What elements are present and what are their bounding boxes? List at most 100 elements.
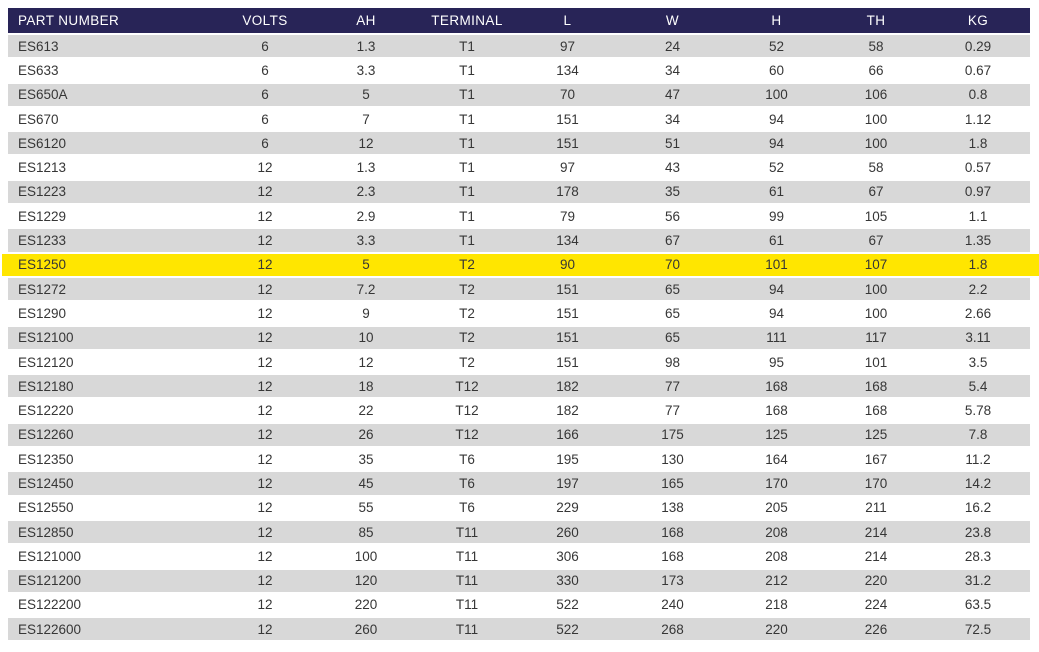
cell-h: 99 xyxy=(768,208,785,224)
cell-ah: 9 xyxy=(362,305,370,321)
cell-part-number: ES121000 xyxy=(18,548,82,564)
cell-kg: 0.67 xyxy=(964,62,992,78)
cell-w: 240 xyxy=(661,597,684,613)
cell-h: 94 xyxy=(768,305,785,321)
cell-kg: 31.2 xyxy=(964,573,992,589)
column-header-ah: AH xyxy=(356,13,376,28)
cell-terminal: T1 xyxy=(459,38,475,54)
cell-volts: 6 xyxy=(261,111,269,127)
cell-kg: 63.5 xyxy=(964,597,992,613)
table-row: ES633 6 3.3 T1 134 34 60 66 0.67 xyxy=(8,57,1030,82)
cell-kg: 11.2 xyxy=(965,451,991,467)
cell-l: 195 xyxy=(556,451,579,467)
cell-ah: 12 xyxy=(358,135,374,151)
cell-w: 168 xyxy=(661,548,684,564)
cell-part-number: ES613 xyxy=(18,38,59,54)
table-row: ES1233 12 3.3 T1 134 67 61 67 1.35 xyxy=(8,227,1030,252)
cell-terminal: T11 xyxy=(455,597,479,613)
cell-part-number: ES12260 xyxy=(18,427,74,443)
cell-ah: 12 xyxy=(358,354,374,370)
cell-terminal: T1 xyxy=(459,233,475,249)
cell-w: 35 xyxy=(664,184,681,200)
cell-volts: 12 xyxy=(257,257,273,273)
cell-h: 100 xyxy=(765,87,788,103)
cell-l: 70 xyxy=(559,87,576,103)
cell-l: 97 xyxy=(559,38,576,54)
cell-terminal: T1 xyxy=(459,184,475,200)
cell-volts: 6 xyxy=(261,135,269,151)
table-row: ES12850 12 85 T11 260 168 208 214 23.8 xyxy=(8,518,1030,544)
cell-terminal: T2 xyxy=(459,330,475,346)
cell-w: 173 xyxy=(661,573,684,589)
cell-ah: 45 xyxy=(358,475,374,491)
cell-w: 34 xyxy=(664,111,681,127)
cell-h: 212 xyxy=(765,573,788,589)
cell-part-number: ES1229 xyxy=(18,208,67,224)
cell-w: 47 xyxy=(664,87,681,103)
cell-volts: 12 xyxy=(257,403,273,419)
cell-l: 79 xyxy=(559,208,576,224)
cell-w: 67 xyxy=(664,233,681,249)
cell-l: 522 xyxy=(556,621,579,637)
cell-h: 52 xyxy=(768,160,785,176)
cell-ah: 85 xyxy=(358,524,374,540)
table-row: ES121200 12 120 T11 330 173 212 220 31.2 xyxy=(8,567,1030,592)
table-row: ES12120 12 12 T2 151 98 95 101 3.5 xyxy=(8,348,1030,374)
cell-volts: 12 xyxy=(257,378,273,394)
cell-kg: 7.8 xyxy=(968,427,988,443)
table-row: ES1290 12 9 T2 151 65 94 100 2.66 xyxy=(8,300,1030,325)
cell-kg: 0.57 xyxy=(964,160,992,176)
cell-ah: 7 xyxy=(362,111,370,127)
cell-th: 168 xyxy=(864,403,888,419)
cell-terminal: T11 xyxy=(455,524,479,540)
cell-w: 165 xyxy=(661,475,684,491)
cell-h: 125 xyxy=(765,427,788,443)
cell-kg: 1.8 xyxy=(968,135,988,151)
cell-l: 522 xyxy=(556,597,579,613)
cell-ah: 3.3 xyxy=(356,62,376,78)
cell-w: 77 xyxy=(664,378,681,394)
cell-w: 43 xyxy=(664,160,681,176)
table-row: ES6120 6 12 T1 151 51 94 100 1.8 xyxy=(8,130,1030,155)
cell-l: 151 xyxy=(556,111,579,127)
cell-kg: 1.1 xyxy=(968,208,988,224)
cell-volts: 12 xyxy=(257,427,273,443)
cell-w: 175 xyxy=(661,427,684,443)
cell-h: 52 xyxy=(768,38,785,54)
cell-h: 94 xyxy=(768,135,785,151)
cell-terminal: T1 xyxy=(459,208,475,224)
cell-th: 168 xyxy=(864,378,888,394)
table-row: ES121000 12 100 T11 306 168 208 214 28.3 xyxy=(8,543,1030,568)
cell-w: 168 xyxy=(661,524,684,540)
table-row-highlighted: ES1250 12 5 T2 90 70 101 107 1.8 xyxy=(2,251,1039,276)
cell-l: 306 xyxy=(556,548,579,564)
cell-th: 214 xyxy=(864,548,888,564)
cell-volts: 12 xyxy=(257,621,273,637)
cell-ah: 10 xyxy=(358,330,374,346)
cell-terminal: T12 xyxy=(455,378,479,394)
cell-kg: 0.29 xyxy=(964,38,992,54)
cell-part-number: ES12100 xyxy=(18,330,74,346)
cell-ah: 18 xyxy=(358,378,374,394)
cell-terminal: T1 xyxy=(459,87,475,103)
column-header-l: L xyxy=(563,13,572,28)
cell-part-number: ES12550 xyxy=(18,500,74,516)
column-header-terminal: TERMINAL xyxy=(431,13,503,28)
column-header-part-number: PART NUMBER xyxy=(18,13,120,28)
cell-ah: 35 xyxy=(358,451,374,467)
table-row: ES613 6 1.3 T1 97 24 52 58 0.29 xyxy=(8,33,1030,58)
cell-volts: 12 xyxy=(257,451,273,467)
cell-l: 330 xyxy=(556,573,579,589)
cell-th: 117 xyxy=(865,330,887,346)
cell-h: 94 xyxy=(768,111,785,127)
cell-part-number: ES1250 xyxy=(18,257,67,273)
cell-w: 65 xyxy=(664,281,681,297)
cell-l: 134 xyxy=(556,233,579,249)
cell-volts: 12 xyxy=(257,500,273,516)
cell-th: 211 xyxy=(865,500,887,516)
cell-l: 90 xyxy=(559,257,576,273)
table-header-row: PART NUMBER VOLTS AH TERMINAL L W H TH KG xyxy=(8,8,1030,33)
table-row: ES670 6 7 T1 151 34 94 100 1.12 xyxy=(8,105,1030,131)
cell-part-number: ES1223 xyxy=(18,184,67,200)
cell-th: 125 xyxy=(864,427,888,443)
